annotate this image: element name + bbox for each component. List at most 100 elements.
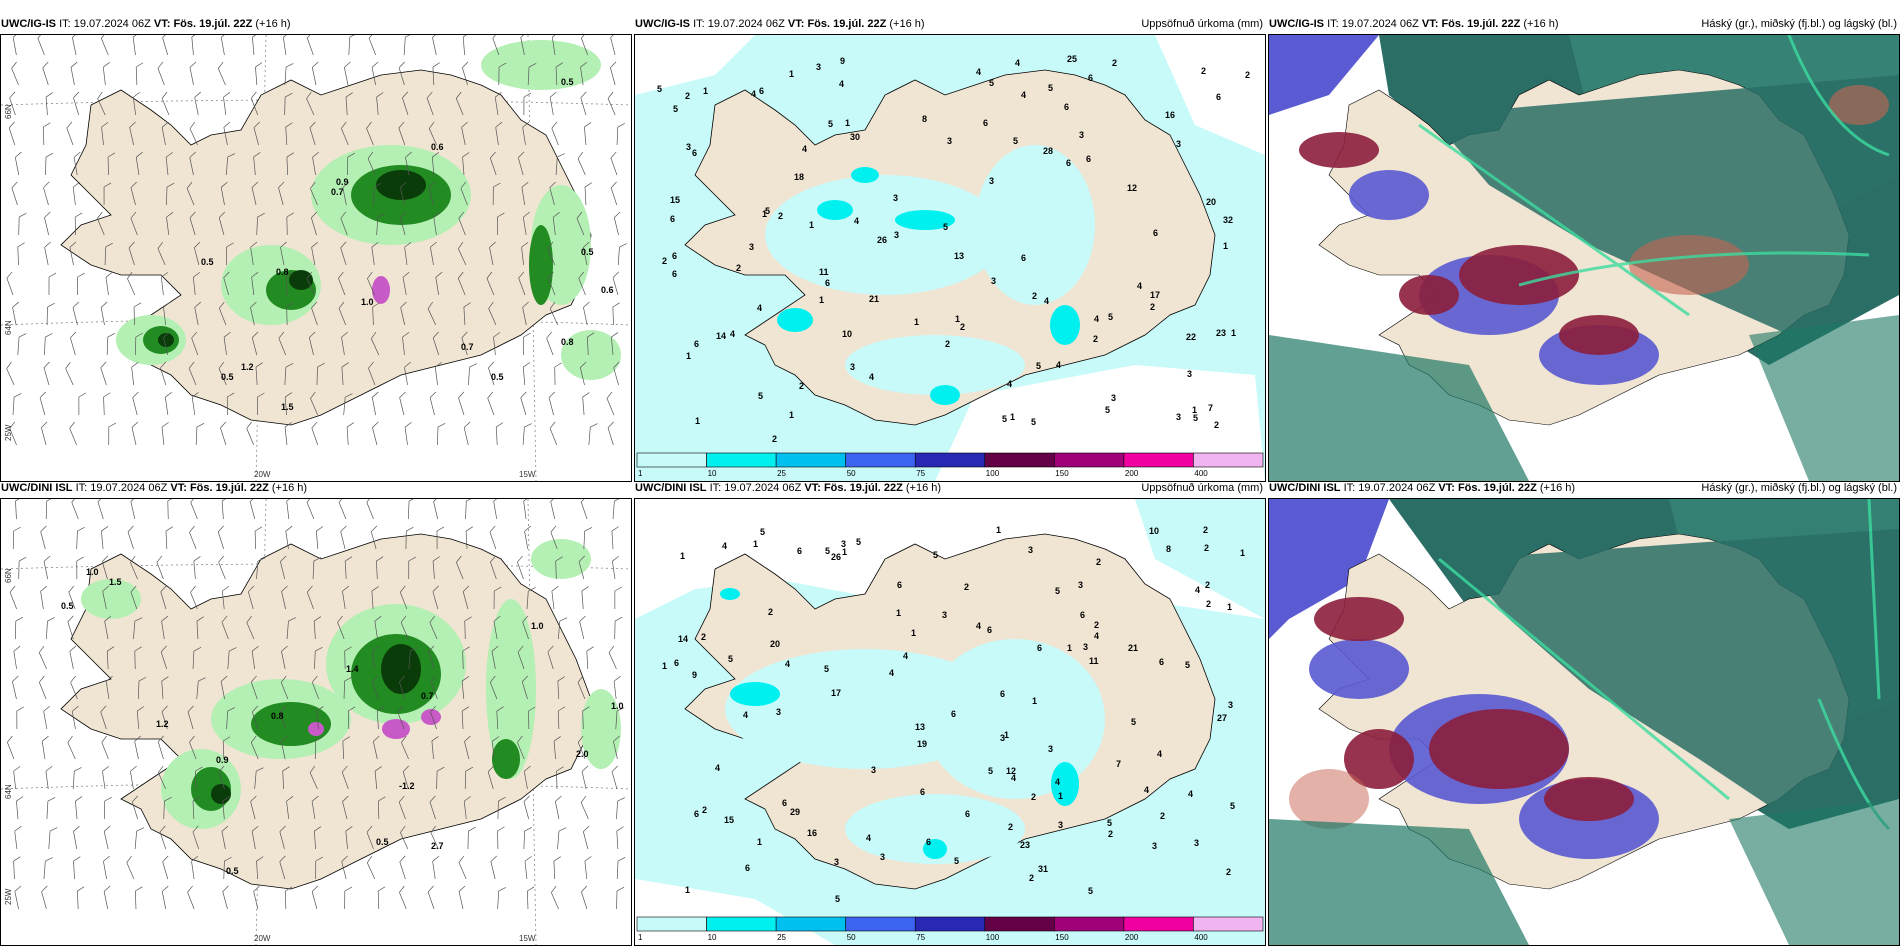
wind-barb	[76, 527, 85, 550]
wind-barb	[12, 526, 21, 550]
wind-barb	[250, 241, 258, 266]
rainfall-value: 3	[947, 136, 952, 146]
wind-barb	[612, 555, 619, 580]
wind-barb	[283, 35, 290, 56]
rainfall-value: 23	[1020, 840, 1030, 850]
wind-barb	[132, 35, 140, 56]
wind-value-label: 0.6	[601, 285, 614, 295]
wind-barb	[196, 616, 204, 640]
wind-barb	[615, 707, 625, 730]
lead-time: (+16 h)	[905, 482, 942, 494]
wind-barb	[577, 675, 586, 700]
wind-barb	[166, 212, 174, 236]
rainfall-value: 6	[926, 837, 931, 847]
colorbar-tick: 10	[708, 933, 717, 942]
wind-barb	[436, 526, 445, 550]
rainfall-value: 1	[911, 628, 916, 638]
panel-header: UWC/IG-IS IT: 19.07.2024 06Z VT: Fös. 19…	[1, 15, 633, 33]
wind-barb	[467, 826, 476, 850]
rainfall-value: 3	[1079, 130, 1084, 140]
rainfall-value: 3	[880, 852, 885, 862]
rainfall-value: 1	[753, 539, 758, 549]
wind-barb	[610, 181, 618, 206]
rainfall-value: 21	[1128, 643, 1138, 653]
wind-barb	[192, 825, 200, 850]
wind-barb	[400, 301, 407, 326]
wind-barb	[462, 152, 470, 176]
rainfall-value: 11	[819, 267, 829, 277]
rainfall-value: 2	[1093, 334, 1098, 344]
wind-barb	[135, 886, 143, 910]
rainfall-value: 3	[686, 142, 691, 152]
wind-barb	[399, 391, 406, 416]
rainfall-value: 6	[759, 86, 764, 96]
colorbar-segment	[914, 452, 986, 468]
wind-barb	[400, 211, 407, 236]
wind-barb	[75, 796, 83, 820]
wind-barb	[102, 585, 109, 610]
rainfall-value: 1	[789, 410, 794, 420]
rainfall-value: 4	[1055, 777, 1060, 787]
cloud-panel-top[interactable]: UWC/IG-IS IT: 19.07.2024 06Z VT: Fös. 19…	[1268, 18, 1900, 482]
precip-panel-top[interactable]: UWC/IG-IS IT: 19.07.2024 06Z VT: Fös. 19…	[634, 18, 1266, 482]
colorbar-tick: 1	[638, 933, 643, 942]
rainfall-value: 1	[662, 661, 667, 671]
wind-barb	[72, 182, 80, 206]
wind-barb	[134, 827, 145, 850]
wind-barb	[284, 422, 292, 446]
wind-barb	[70, 675, 78, 700]
wind-barb	[457, 241, 467, 266]
wind-barb	[105, 675, 113, 700]
wind-barb	[398, 61, 405, 86]
wind-barb	[610, 151, 618, 176]
rainfall-value: 5	[1055, 586, 1060, 596]
rainfall-value: 2	[1031, 792, 1036, 802]
rainfall-value: 1	[1004, 730, 1009, 740]
wind-barb	[306, 91, 315, 116]
rainfall-value: 5	[856, 537, 861, 547]
wind-barb	[105, 271, 113, 296]
wind-barb	[278, 331, 287, 356]
wind-barb	[549, 301, 559, 326]
wind-barb	[341, 121, 349, 146]
wind-barb	[491, 645, 499, 670]
vt-label: VT:	[787, 18, 805, 30]
wind-barb	[255, 362, 263, 386]
colorbar-segment	[706, 916, 777, 932]
wind-value-label: 0.5	[226, 866, 239, 876]
wind-barb	[132, 92, 140, 116]
colorbar-tick: 150	[1055, 933, 1069, 942]
wind-barb	[557, 827, 567, 850]
precip-panel-bottom[interactable]: UWC/DINI ISL IT: 19.07.2024 06Z VT: Fös.…	[634, 482, 1266, 946]
wind-precip-panel-top[interactable]: UWC/IG-IS IT: 19.07.2024 06Z VT: Fös. 19…	[0, 18, 632, 482]
colorbar-segment	[1053, 916, 1125, 932]
wind-value-label: 0.7	[421, 691, 434, 701]
wind-barb	[612, 302, 620, 326]
wind-barb	[345, 92, 353, 116]
rainfall-value: 1	[809, 220, 814, 230]
wind-barb	[581, 765, 589, 790]
wind-barb	[278, 181, 285, 206]
wind-barb	[222, 885, 229, 910]
wind-barb	[401, 735, 409, 760]
wind-barb	[306, 35, 314, 56]
wind-barb	[367, 271, 375, 296]
wind-value-label: 0.9	[216, 755, 229, 765]
wind-precip-panel-bottom[interactable]: UWC/DINI ISL IT: 19.07.2024 06Z VT: Fös.…	[0, 482, 632, 946]
wind-barb	[517, 735, 525, 760]
wind-barb	[433, 499, 440, 520]
wind-barb	[130, 585, 138, 610]
colorbar-tick: 75	[916, 933, 925, 942]
wind-barb	[408, 556, 416, 580]
rainfall-value: 7	[1208, 403, 1213, 413]
wind-barb	[458, 885, 466, 910]
rainfall-value: 6	[1153, 228, 1158, 238]
wind-barb	[489, 525, 497, 550]
wind-barb	[16, 706, 24, 730]
rainfall-value: 8	[1166, 544, 1171, 554]
wind-barb	[306, 271, 315, 296]
wind-barb	[458, 855, 467, 880]
rainfall-value: 2	[1160, 811, 1165, 821]
cloud-panel-bottom[interactable]: UWC/DINI ISL IT: 19.07.2024 06Z VT: Fös.…	[1268, 482, 1900, 946]
wind-barb	[520, 391, 527, 416]
